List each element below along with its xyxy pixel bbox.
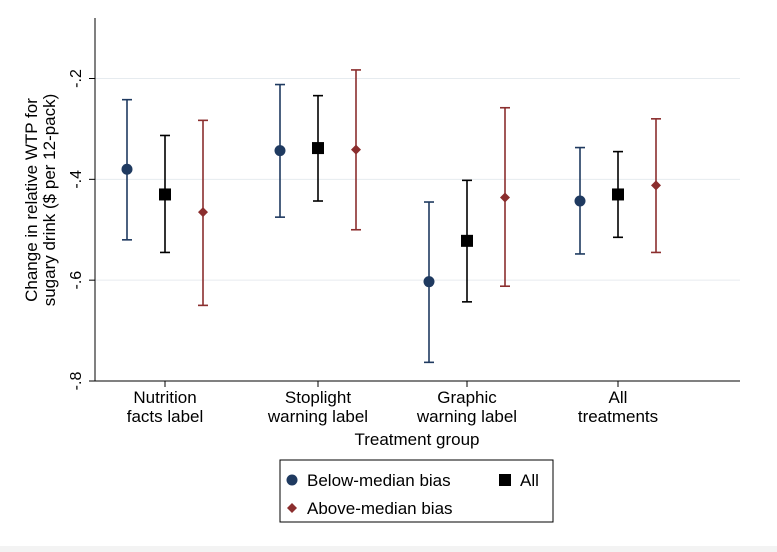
point-marker <box>159 188 171 201</box>
y-tick-label: -.2 <box>68 69 85 88</box>
point-marker <box>198 207 208 218</box>
x-tick-label: Nutrition <box>133 388 196 407</box>
legend-label: All <box>520 471 539 490</box>
point-marker <box>351 144 361 155</box>
point-marker <box>312 142 324 155</box>
legend-swatch <box>287 503 297 513</box>
point-marker <box>500 192 510 203</box>
point-marker <box>651 180 661 191</box>
point-marker <box>574 195 586 207</box>
legend: Below-median bias All Above-median bias <box>279 459 554 523</box>
legend-label: Below-median bias <box>307 471 451 490</box>
x-axis-title: Treatment group <box>354 430 479 449</box>
series-all <box>159 94 624 303</box>
x-tick-label: Stoplight <box>285 388 351 407</box>
x-tick-label: facts label <box>127 407 204 426</box>
y-tick-label: -.6 <box>68 271 85 290</box>
legend-swatch <box>499 474 511 486</box>
point-marker <box>274 145 286 157</box>
y-axis-title: sugary drink ($ per 12-pack) <box>40 94 59 307</box>
series-above-median-bias <box>198 69 661 307</box>
y-tick-label: -.8 <box>68 372 85 391</box>
legend-label: Above-median bias <box>307 499 453 518</box>
x-tick-label: warning label <box>416 407 517 426</box>
point-marker <box>423 276 435 288</box>
point-marker <box>612 188 624 201</box>
marks-layer <box>121 69 661 364</box>
x-tick-label: All <box>609 388 628 407</box>
y-tick-label: -.4 <box>68 170 85 189</box>
x-tick-label: treatments <box>578 407 658 426</box>
point-marker <box>121 163 133 175</box>
y-axis-title: Change in relative WTP for <box>22 98 41 302</box>
legend-box <box>279 459 554 523</box>
point-marker <box>461 234 473 247</box>
x-tick-label: Graphic <box>437 388 497 407</box>
x-tick-label: warning label <box>267 407 368 426</box>
legend-swatch <box>286 474 298 486</box>
bottom-strip <box>0 546 777 552</box>
series-below-median-bias <box>121 83 586 364</box>
